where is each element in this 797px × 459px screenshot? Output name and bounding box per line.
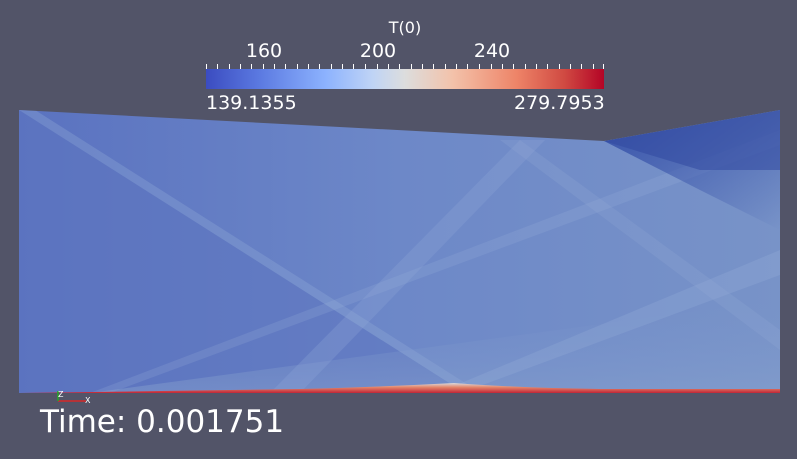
scalar-bar-tick-label: 240 <box>473 40 511 62</box>
orientation-axes-triad: Z X <box>57 390 91 404</box>
x-axis-label: X <box>85 396 91 404</box>
scalar-bar-tick-label: 200 <box>359 40 397 62</box>
scalar-bar-title: T(0) <box>388 18 422 37</box>
scalar-bar-range-max: 279.7953 <box>514 92 605 114</box>
scalar-bar-color-ramp <box>206 69 604 89</box>
scalar-bar-range-min: 139.1355 <box>206 92 297 114</box>
scalar-bar-tick-label: 160 <box>245 40 283 62</box>
time-annotation: Time: 0.001751 <box>40 404 285 440</box>
z-axis-label: Z <box>58 390 64 399</box>
